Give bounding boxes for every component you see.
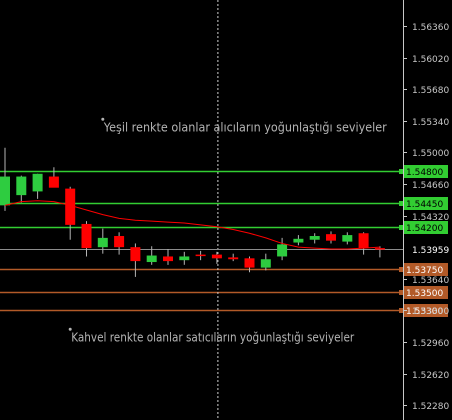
price-axis-tick-label: 1.52620 xyxy=(412,371,449,381)
brown-level-1-label: 1.53750 xyxy=(406,266,443,276)
brown-level-3-label: 1.53300 xyxy=(406,307,443,317)
price-axis-tick-label: 1.54660 xyxy=(412,181,449,191)
candle-bull xyxy=(342,235,353,242)
candle-bear xyxy=(65,188,76,225)
candle-bull xyxy=(16,176,27,196)
brown-level-3-marker xyxy=(399,308,404,313)
candle-bear xyxy=(211,254,222,259)
price-axis-tick-label: 1.55680 xyxy=(412,86,449,96)
price-axis-tick-label: 1.55000 xyxy=(412,149,449,159)
candle-bear xyxy=(358,233,369,249)
green-level-2-label: 1.54450 xyxy=(406,200,443,210)
price-axis-tick-label: 1.56020 xyxy=(412,55,449,65)
candle-bear xyxy=(326,234,336,241)
candle-bull xyxy=(293,238,304,243)
annotation-sellers-anchor xyxy=(68,327,72,331)
price-axis-tick-label: 1.53640 xyxy=(412,276,449,286)
candle-bear xyxy=(374,248,385,250)
candle-bull xyxy=(146,255,157,263)
green-level-1-label: 1.54800 xyxy=(406,168,443,178)
candle-bull xyxy=(32,173,43,192)
candle-bear xyxy=(48,176,59,188)
green-level-1-marker xyxy=(399,169,404,174)
candle-bear xyxy=(195,254,206,257)
brown-level-1-marker xyxy=(399,267,404,272)
price-axis-tick-label: 1.52280 xyxy=(412,402,449,412)
price-axis-tick-label: 1.54320 xyxy=(412,213,449,223)
current-price-label: 1.53959 xyxy=(412,246,449,256)
green-level-1-price-tag xyxy=(404,165,448,178)
annotation-buyers-anchor xyxy=(101,117,105,121)
moving-average-line xyxy=(4,200,380,250)
annotation-sellers: Kahvel renkte olanlar satıcıların yoğunl… xyxy=(71,330,354,344)
current-price-tag xyxy=(404,243,448,256)
price-axis-tick-label: 1.53300 xyxy=(412,307,449,317)
brown-level-3-price-tag xyxy=(404,304,448,317)
candle-bear xyxy=(163,256,173,262)
candle-bull xyxy=(97,237,108,248)
brown-level-2-label: 1.53500 xyxy=(406,289,443,299)
green-level-3-label: 1.54200 xyxy=(406,224,443,234)
candle-bear xyxy=(114,236,125,248)
candle-bull xyxy=(260,259,271,268)
candle-bear xyxy=(228,257,239,260)
candle-bear xyxy=(244,258,255,268)
candle-bull xyxy=(309,236,320,240)
brown-level-2-price-tag xyxy=(404,286,448,299)
candle-bull xyxy=(0,176,10,206)
price-axis-tick-label: 1.55340 xyxy=(412,118,449,128)
brown-level-1-price-tag xyxy=(404,263,448,276)
candle-bull xyxy=(179,256,190,261)
brown-level-2-marker xyxy=(399,290,404,295)
candle-bear xyxy=(81,223,92,249)
green-level-3-price-tag xyxy=(404,221,448,234)
green-level-3-marker xyxy=(399,225,404,230)
price-axis-tick-label: 1.56360 xyxy=(412,23,449,33)
green-level-2-price-tag xyxy=(404,197,448,210)
annotation-buyers: Yeşil renkte olanlar alıcıların yoğunlaş… xyxy=(103,120,387,134)
candle-bear xyxy=(130,247,141,262)
price-axis-tick-label: 1.52960 xyxy=(412,339,449,349)
candle-bull xyxy=(277,244,288,257)
green-level-2-marker xyxy=(399,201,404,206)
